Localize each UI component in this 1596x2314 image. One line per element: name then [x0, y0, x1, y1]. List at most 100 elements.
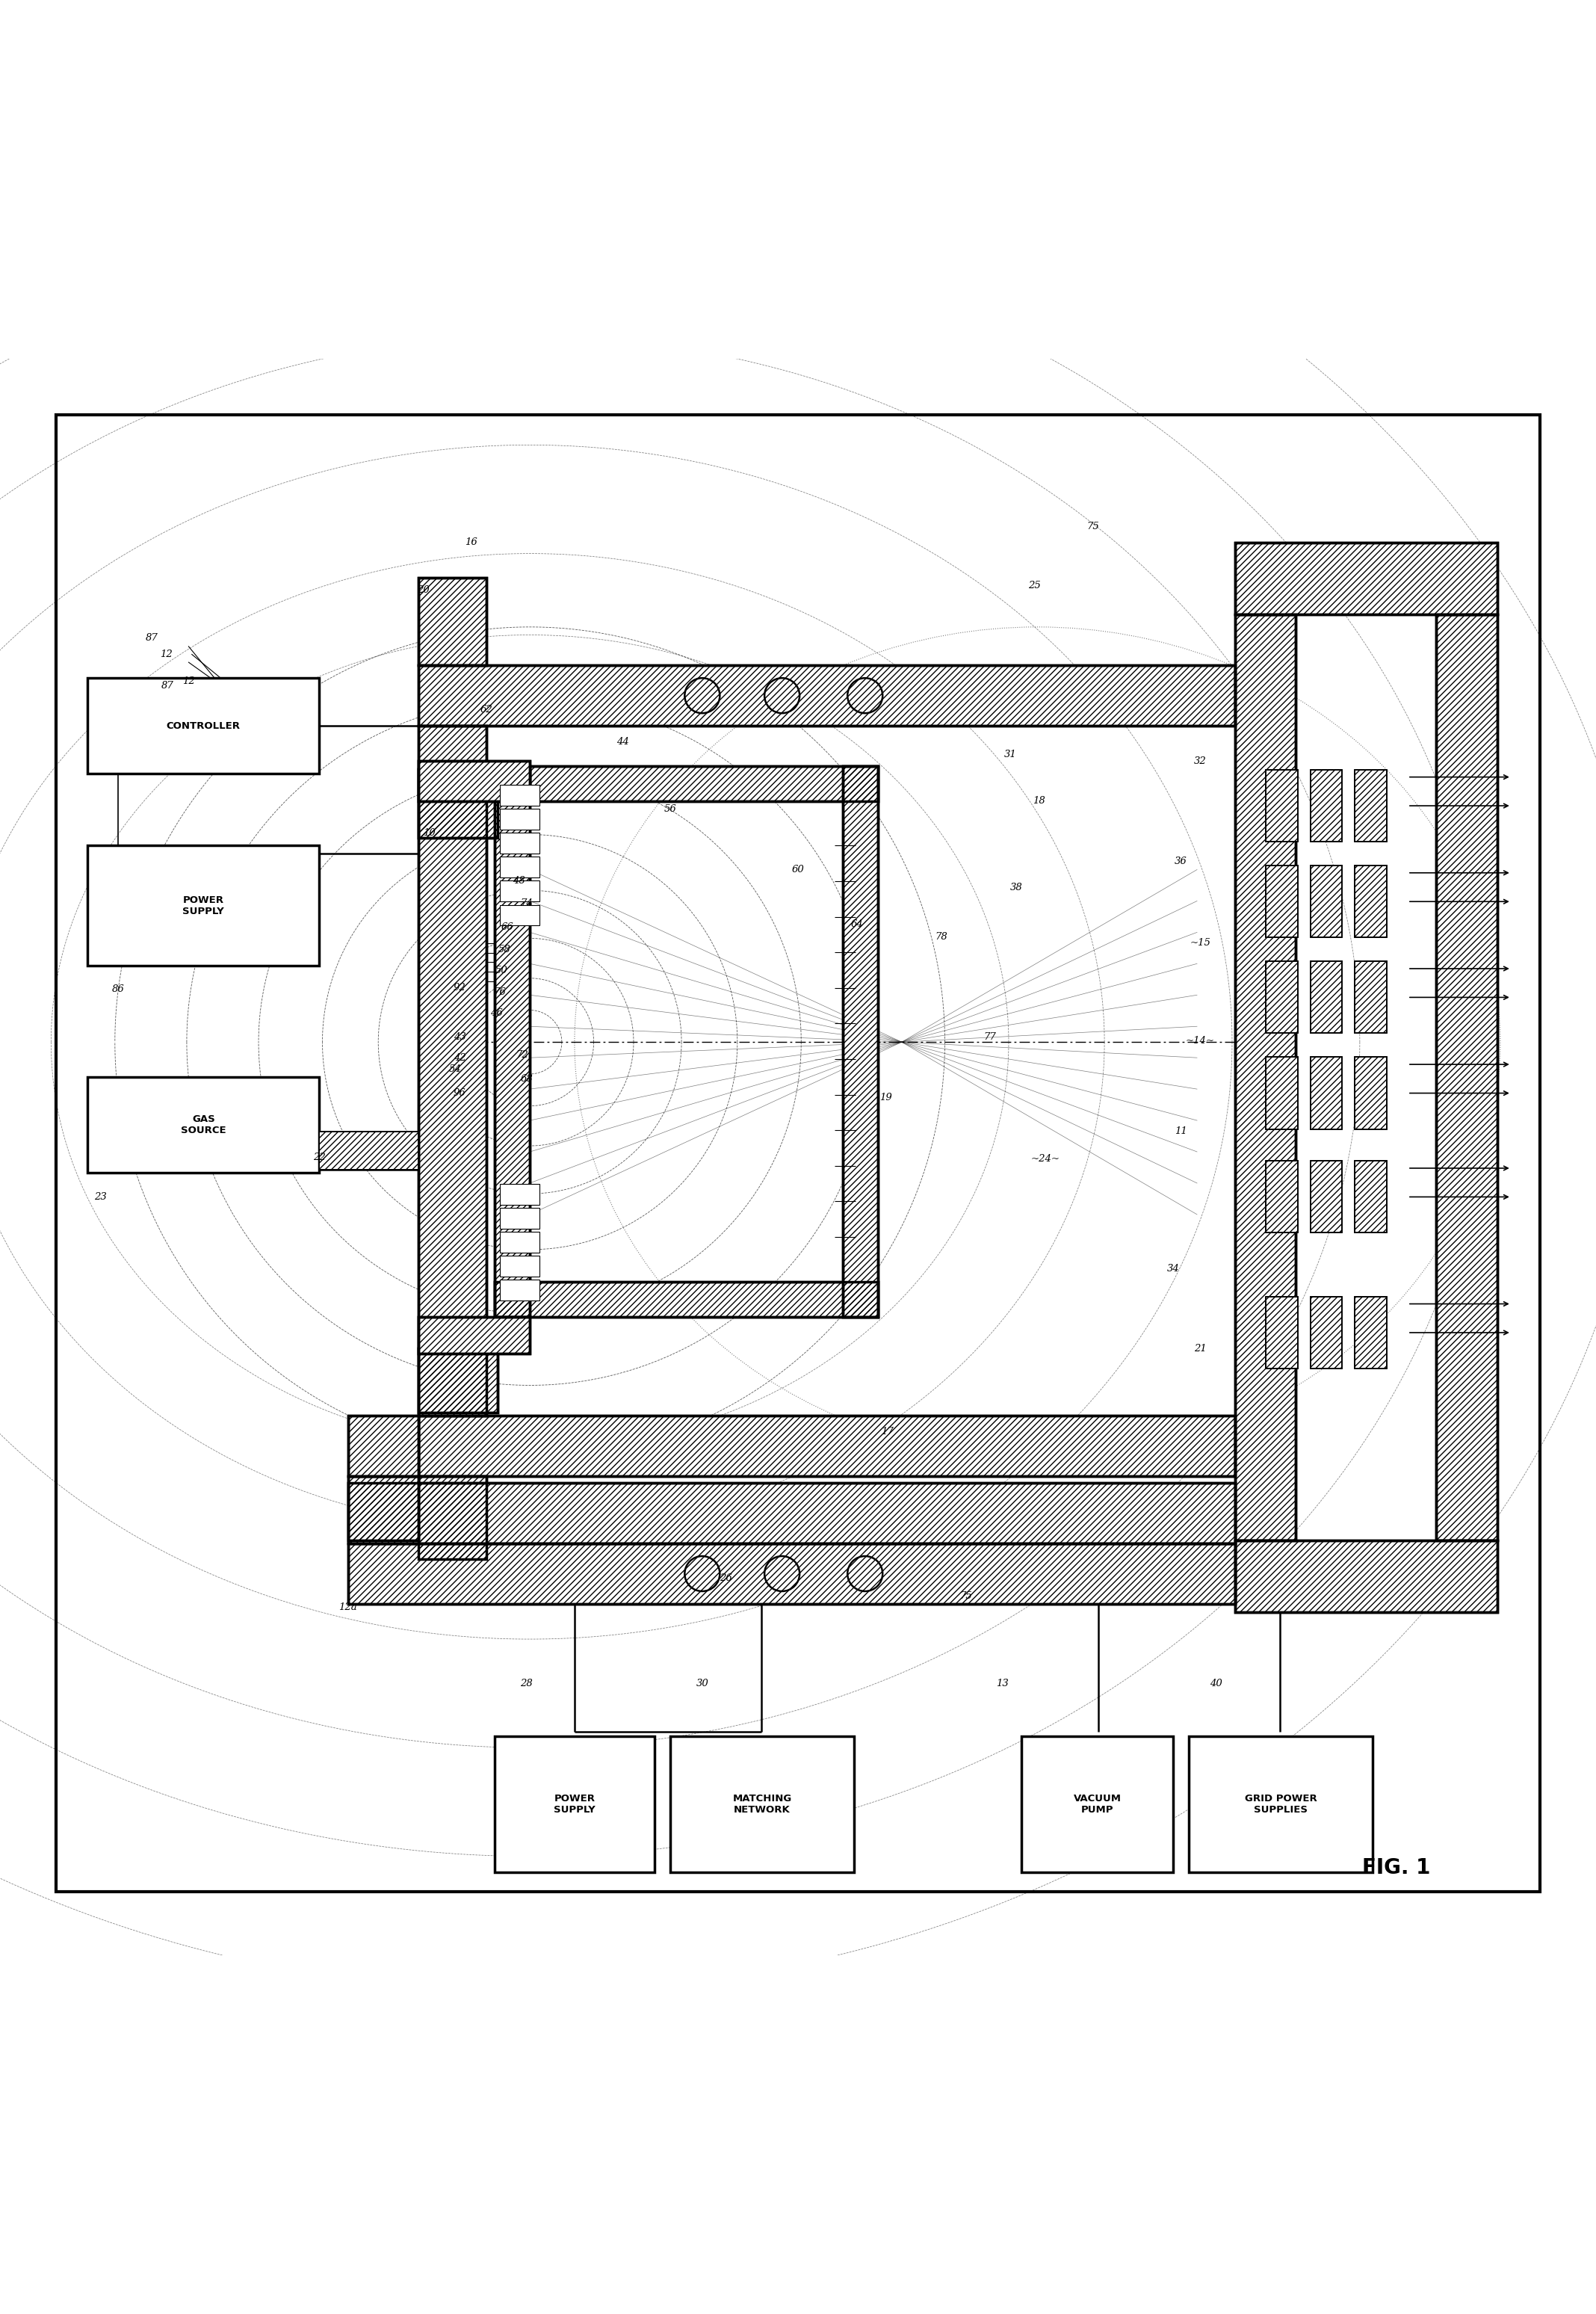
Bar — [500, 833, 539, 854]
Text: 10: 10 — [423, 828, 436, 838]
Bar — [319, 1132, 418, 1171]
Bar — [1266, 960, 1298, 1034]
Bar — [418, 1416, 1235, 1476]
Bar — [1235, 541, 1497, 613]
Bar — [418, 666, 1235, 727]
Bar — [500, 1280, 539, 1300]
Bar — [348, 1543, 1235, 1604]
Text: 86: 86 — [112, 983, 124, 995]
Bar — [418, 1476, 487, 1560]
Text: 96: 96 — [453, 1088, 466, 1099]
Bar — [348, 1543, 1235, 1604]
Bar — [418, 761, 530, 801]
Bar — [418, 1476, 487, 1560]
Bar — [418, 578, 487, 666]
Bar — [348, 1483, 1235, 1543]
Bar — [1355, 960, 1387, 1034]
Bar — [1355, 1057, 1387, 1129]
Bar — [495, 1282, 878, 1317]
Bar — [1266, 1057, 1298, 1129]
Text: 68: 68 — [520, 1074, 533, 1083]
Bar — [1355, 771, 1387, 842]
Text: 87: 87 — [145, 634, 158, 643]
Text: VACUUM
PUMP: VACUUM PUMP — [1074, 1793, 1120, 1814]
Text: 18: 18 — [1033, 796, 1045, 805]
Bar — [843, 766, 878, 1317]
Text: 36: 36 — [1175, 856, 1187, 865]
Bar — [418, 1349, 498, 1412]
Text: 32: 32 — [1194, 757, 1207, 766]
Bar — [1266, 1162, 1298, 1233]
Text: 87: 87 — [161, 680, 174, 692]
Bar — [1355, 865, 1387, 937]
Bar — [348, 1416, 418, 1476]
Text: CONTROLLER: CONTROLLER — [166, 722, 241, 731]
Text: 11: 11 — [1175, 1127, 1187, 1136]
Text: 30: 30 — [696, 1680, 709, 1689]
Bar — [1355, 1162, 1387, 1233]
Bar — [1266, 1296, 1298, 1368]
Bar — [1310, 960, 1342, 1034]
Bar — [348, 1476, 418, 1541]
Text: POWER
SUPPLY: POWER SUPPLY — [182, 896, 225, 916]
Text: 46: 46 — [490, 1009, 503, 1018]
Bar — [1235, 613, 1296, 1541]
Bar — [418, 768, 498, 838]
Bar — [670, 1736, 854, 1872]
Text: 44: 44 — [616, 738, 629, 747]
Bar — [1235, 1541, 1497, 1613]
Text: 54: 54 — [448, 1064, 461, 1074]
Text: 48: 48 — [512, 877, 525, 886]
Text: 13: 13 — [996, 1680, 1009, 1689]
Text: ~24~: ~24~ — [1031, 1155, 1060, 1164]
Bar — [348, 1483, 1235, 1543]
Bar — [1310, 1296, 1342, 1368]
Bar — [418, 768, 498, 838]
Bar — [1355, 1296, 1387, 1368]
Text: 34: 34 — [1167, 1263, 1179, 1273]
Text: 56: 56 — [664, 803, 677, 815]
Bar — [495, 766, 878, 801]
Bar — [495, 766, 878, 801]
Bar — [495, 766, 530, 1317]
Bar — [418, 1349, 498, 1412]
Text: 92: 92 — [453, 983, 466, 993]
Text: FIG. 1: FIG. 1 — [1363, 1856, 1430, 1879]
Text: 38: 38 — [1010, 882, 1023, 893]
Bar — [1310, 960, 1342, 1034]
Text: 64: 64 — [851, 919, 863, 928]
Bar — [319, 1132, 418, 1171]
Bar — [1310, 771, 1342, 842]
Bar — [495, 766, 530, 1317]
Bar — [500, 1257, 539, 1277]
Text: 40: 40 — [1210, 1680, 1223, 1689]
Bar — [418, 1317, 530, 1354]
Text: 74: 74 — [520, 898, 533, 907]
Text: 12: 12 — [182, 676, 195, 687]
Text: 60: 60 — [792, 865, 804, 875]
Text: 43: 43 — [453, 1032, 466, 1041]
Bar — [1310, 1057, 1342, 1129]
Text: 66: 66 — [501, 923, 514, 933]
Text: 23: 23 — [94, 1192, 107, 1201]
Bar — [418, 727, 487, 1416]
Bar — [418, 666, 1235, 727]
Bar — [495, 1736, 654, 1872]
Bar — [1310, 1296, 1342, 1368]
Bar — [843, 766, 878, 1317]
Text: 75: 75 — [959, 1592, 972, 1601]
Text: 12: 12 — [160, 650, 172, 659]
Bar — [418, 727, 487, 1416]
Bar — [1355, 1296, 1387, 1368]
Text: 21: 21 — [1194, 1344, 1207, 1354]
Bar — [1235, 541, 1497, 613]
Text: GAS
SOURCE: GAS SOURCE — [180, 1115, 227, 1136]
Bar — [1355, 1162, 1387, 1233]
Text: 26: 26 — [720, 1574, 733, 1583]
Text: POWER
SUPPLY: POWER SUPPLY — [554, 1793, 595, 1814]
Bar — [500, 1185, 539, 1206]
Bar — [500, 1208, 539, 1229]
Bar — [88, 845, 319, 965]
Text: 20: 20 — [417, 585, 429, 595]
Bar — [1355, 865, 1387, 937]
